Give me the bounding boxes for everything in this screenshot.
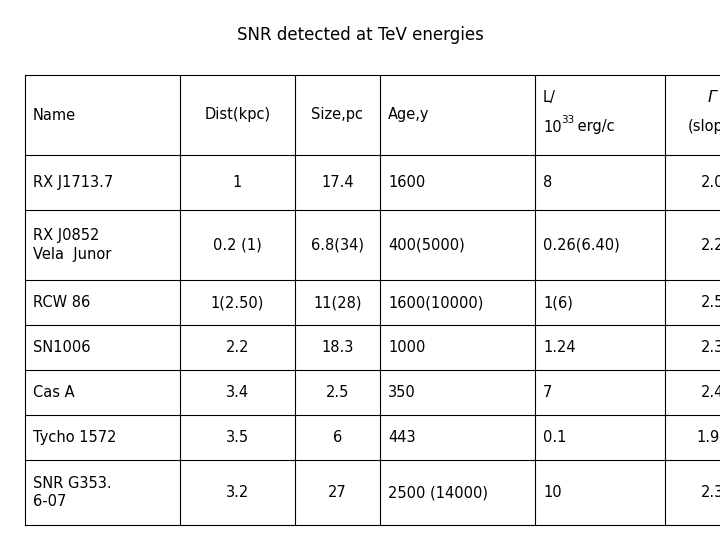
Text: Size,pc: Size,pc	[312, 107, 364, 123]
Text: erg/c: erg/c	[573, 119, 615, 134]
Text: 443: 443	[388, 430, 415, 445]
Text: RCW 86: RCW 86	[33, 295, 90, 310]
Text: 2.3: 2.3	[701, 340, 720, 355]
Text: 3.2: 3.2	[226, 485, 249, 500]
Text: 33: 33	[561, 115, 575, 125]
Text: 1(6): 1(6)	[543, 295, 573, 310]
Text: 0.1: 0.1	[543, 430, 567, 445]
Text: 1(2.50): 1(2.50)	[211, 295, 264, 310]
Text: 8: 8	[543, 175, 552, 190]
Text: RX J1713.7: RX J1713.7	[33, 175, 113, 190]
Text: 2.3: 2.3	[701, 485, 720, 500]
Text: 1.24: 1.24	[543, 340, 575, 355]
Text: RX J0852
Vela  Junor: RX J0852 Vela Junor	[33, 228, 112, 262]
Text: SNR detected at TeV energies: SNR detected at TeV energies	[237, 26, 483, 44]
Text: 1: 1	[233, 175, 242, 190]
Text: 3.5: 3.5	[226, 430, 249, 445]
Text: Dist(kpc): Dist(kpc)	[204, 107, 271, 123]
Text: 27: 27	[328, 485, 347, 500]
Text: Γ: Γ	[708, 90, 717, 105]
Text: 2.5: 2.5	[326, 385, 349, 400]
Text: 3.4: 3.4	[226, 385, 249, 400]
Text: L/: L/	[543, 90, 556, 105]
Text: 2.4: 2.4	[701, 385, 720, 400]
Text: 10: 10	[543, 485, 562, 500]
Text: 0.26(6.40): 0.26(6.40)	[543, 238, 620, 253]
Text: 0.2 (1): 0.2 (1)	[213, 238, 262, 253]
Text: 1600: 1600	[388, 175, 426, 190]
Text: 11(28): 11(28)	[313, 295, 361, 310]
Text: Tycho 1572: Tycho 1572	[33, 430, 117, 445]
Text: 7: 7	[543, 385, 552, 400]
Text: 1000: 1000	[388, 340, 426, 355]
Text: 2500 (14000): 2500 (14000)	[388, 485, 488, 500]
Text: SN1006: SN1006	[33, 340, 91, 355]
Text: SNR G353.
6-07: SNR G353. 6-07	[33, 476, 112, 509]
Text: 1.95: 1.95	[696, 430, 720, 445]
Text: Cas A: Cas A	[33, 385, 75, 400]
Text: 2.5: 2.5	[701, 295, 720, 310]
Text: 10: 10	[543, 119, 562, 134]
Text: 400(5000): 400(5000)	[388, 238, 464, 253]
Text: 17.4: 17.4	[321, 175, 354, 190]
Text: 350: 350	[388, 385, 415, 400]
Text: 2.0: 2.0	[701, 175, 720, 190]
Text: 6: 6	[333, 430, 342, 445]
Text: Name: Name	[33, 107, 76, 123]
Text: Age,y: Age,y	[388, 107, 430, 123]
Text: 2.2: 2.2	[701, 238, 720, 253]
Text: 18.3: 18.3	[321, 340, 354, 355]
Text: 1600(10000): 1600(10000)	[388, 295, 483, 310]
Text: (slope): (slope)	[688, 119, 720, 134]
Text: 2.2: 2.2	[226, 340, 249, 355]
Text: 6.8(34): 6.8(34)	[311, 238, 364, 253]
